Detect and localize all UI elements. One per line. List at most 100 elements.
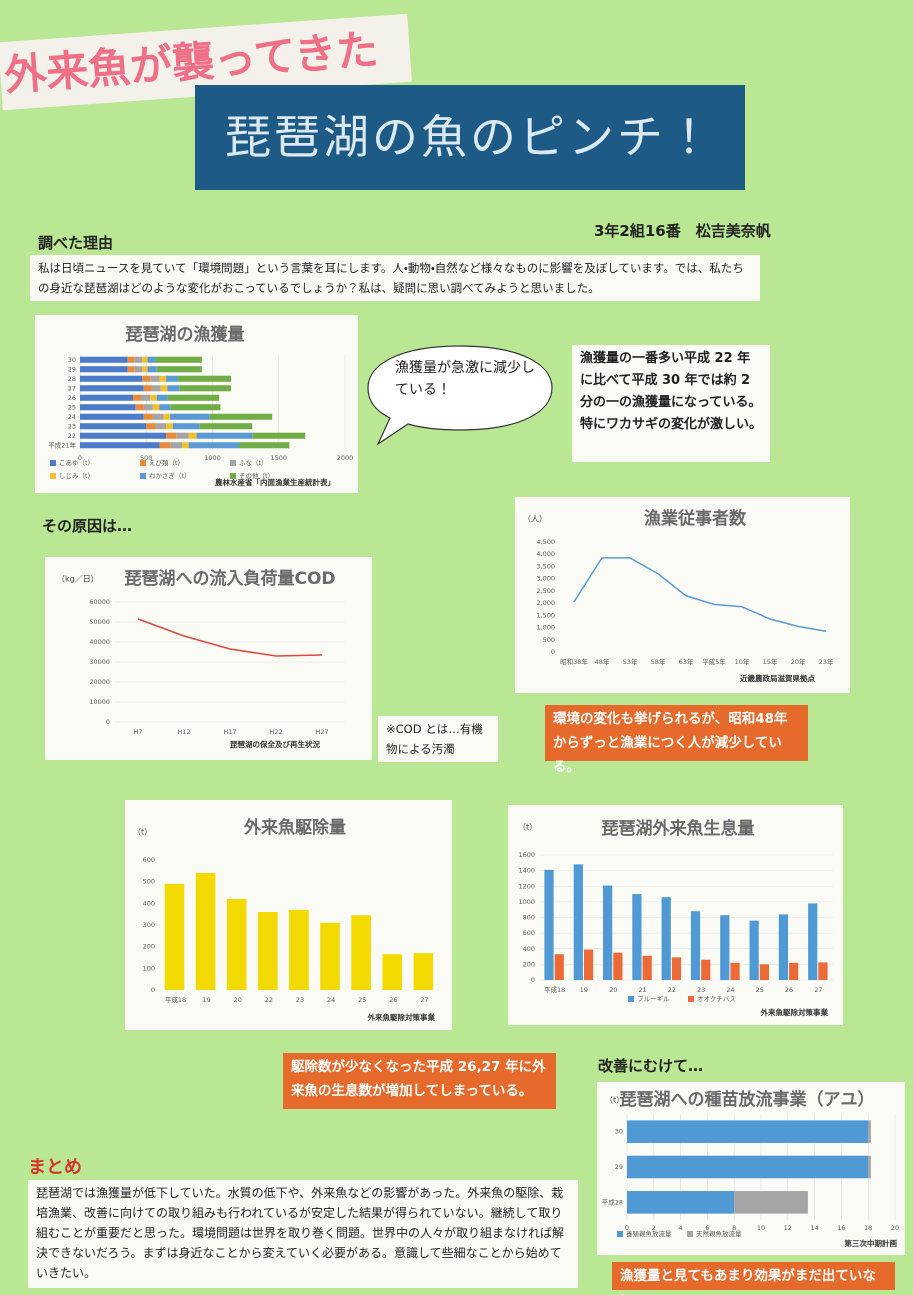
- chart: 外来魚駆除量 （t） 外来魚駆除対策事業 0 100 200 300 400 500 600 平成1…: [133, 817, 435, 1022]
- bar-segment: [152, 404, 160, 411]
- chart-title: 漁業従事者数: [644, 508, 747, 529]
- bar-segment: [143, 385, 152, 392]
- bar: [544, 869, 554, 980]
- x-tick-label: 2000: [337, 454, 354, 462]
- y-tick-label: 800: [523, 914, 535, 922]
- y-tick-label: 20000: [89, 678, 110, 686]
- bar-segment: [172, 423, 200, 430]
- y-tick-label: 0: [551, 648, 555, 656]
- x-tick-label: 48年: [595, 657, 610, 666]
- x-tick-label: 0: [78, 454, 82, 462]
- bar-segment: [179, 385, 232, 392]
- bar: [690, 911, 701, 980]
- bar: [164, 883, 185, 990]
- bar: [195, 873, 216, 990]
- y-tick-label: 23: [68, 422, 76, 430]
- x-tick-label: 58年: [651, 657, 666, 666]
- bar: [808, 903, 818, 980]
- line: [137, 618, 323, 657]
- bar: [351, 915, 371, 990]
- x-tick-label: 26: [785, 986, 793, 994]
- x-tick-label: 25: [756, 986, 764, 994]
- y-tick-label: 4,500: [536, 538, 555, 546]
- y-tick-label: 平成28: [602, 1197, 623, 1206]
- source: 琵琶湖の保全及び再生状況: [230, 739, 320, 749]
- x-tick-label: 6: [705, 1224, 709, 1232]
- bar-segment: [143, 404, 153, 411]
- bar-segment: [182, 442, 189, 449]
- chart: 漁業従事者数 （人） 近畿農政局滋賀県拠点 0 500 1,000 1,500 2,000 2,…: [523, 508, 834, 683]
- bar: [661, 897, 671, 980]
- reason-text: 私は日頃ニュースを見ていて「環境問題」という言葉を耳にします。人・動物・自然など…: [30, 255, 760, 301]
- y-tick-label: 22: [68, 432, 76, 440]
- x-tick-label: H17: [223, 728, 236, 736]
- y-tick-label: 400: [523, 945, 535, 953]
- y-tick-label: 平成21年: [48, 440, 76, 449]
- y-tick-label: 200: [143, 943, 155, 951]
- bar: [413, 953, 434, 990]
- bar-segment: [80, 432, 167, 439]
- bar-segment: [159, 404, 171, 411]
- bar-segment: [142, 375, 151, 382]
- x-tick-label: 23: [296, 996, 304, 1004]
- bar: [258, 912, 278, 990]
- bar-segment: [163, 413, 171, 420]
- x-tick-label: 10: [757, 1224, 765, 1232]
- bar: [632, 894, 642, 980]
- x-tick-label: 1500: [270, 454, 287, 462]
- x-tick-label: 2: [652, 1224, 656, 1232]
- bar: [289, 909, 309, 990]
- summary-text: 琵琶湖では漁獲量が低下していた。水質の低下や、外来魚などの影響があった。外来魚の…: [28, 1180, 578, 1288]
- legend-label: 天然親魚放流量: [696, 1229, 742, 1238]
- chart-title: 琵琶湖への種苗放流事業（アユ）: [620, 1089, 875, 1110]
- y-tick-label: 1400: [518, 867, 535, 875]
- bar: [573, 864, 583, 980]
- bar-segment: [127, 356, 135, 363]
- bar: [701, 959, 711, 980]
- y-tick-label: 4,000: [536, 550, 555, 558]
- x-tick-label: 24: [327, 996, 335, 1004]
- removal-note: 駆除数が少なくなった平成 26,27 年に外来魚の生息数が増加してしまっている。: [283, 1053, 556, 1109]
- y-tick-label: 1,000: [536, 624, 555, 632]
- x-tick-label: 0: [625, 1224, 629, 1232]
- bar-segment: [199, 423, 253, 430]
- legend-swatch: [628, 996, 634, 1002]
- bar-segment: [156, 366, 202, 373]
- chart: 琵琶湖への流入負荷量COD （kg／日） 琵琶湖の保全及び再生状況 0 10000 200…: [57, 568, 345, 749]
- y-tick-label: 40000: [89, 638, 110, 646]
- legend-label: ふな（t）: [239, 459, 268, 467]
- y-tick-label: 30: [615, 1128, 623, 1136]
- x-tick-label: 53年: [623, 657, 638, 666]
- chart-panel: 外来魚駆除量 （t） 外来魚駆除対策事業 0 100 200 300 400 500 600 平成1…: [125, 800, 452, 1030]
- x-tick-label: H22: [269, 728, 282, 736]
- bar: [720, 915, 730, 980]
- bar-segment: [150, 394, 157, 401]
- y-tick-label: 29: [615, 1163, 623, 1171]
- bar-segment: [178, 375, 232, 382]
- y-tick-label: 3,000: [536, 575, 555, 583]
- axis-unit: （t）: [133, 828, 152, 837]
- bar-segment: [156, 394, 168, 401]
- bar-segment: [627, 1191, 735, 1214]
- x-tick-label: 63年: [679, 657, 694, 666]
- x-tick-label: 27: [420, 996, 428, 1004]
- x-tick-label: 20: [891, 1224, 899, 1232]
- y-tick-label: 600: [143, 856, 155, 864]
- legend-swatch: [688, 996, 694, 1002]
- x-tick-label: 25: [358, 996, 366, 1004]
- x-tick-label: 23: [697, 986, 705, 994]
- bar-segment: [80, 356, 128, 363]
- y-tick-label: 10000: [89, 698, 110, 706]
- release-note: 漁獲量と見てもあまり効果がまだ出ていない。: [612, 1262, 895, 1295]
- bar: [613, 952, 623, 980]
- x-tick-label: 20年: [791, 657, 806, 666]
- x-tick-label: 16: [837, 1224, 845, 1232]
- bar-segment: [160, 385, 168, 392]
- bar-segment: [734, 1191, 808, 1214]
- x-tick-label: H7: [133, 728, 142, 736]
- y-tick-label: 1200: [518, 882, 535, 890]
- y-tick-label: 600: [523, 929, 535, 937]
- bubble-text: 漁獲量が急激に減少している！: [395, 360, 535, 398]
- bar-segment: [134, 366, 143, 373]
- legend-label: オオクチバス: [697, 995, 736, 1003]
